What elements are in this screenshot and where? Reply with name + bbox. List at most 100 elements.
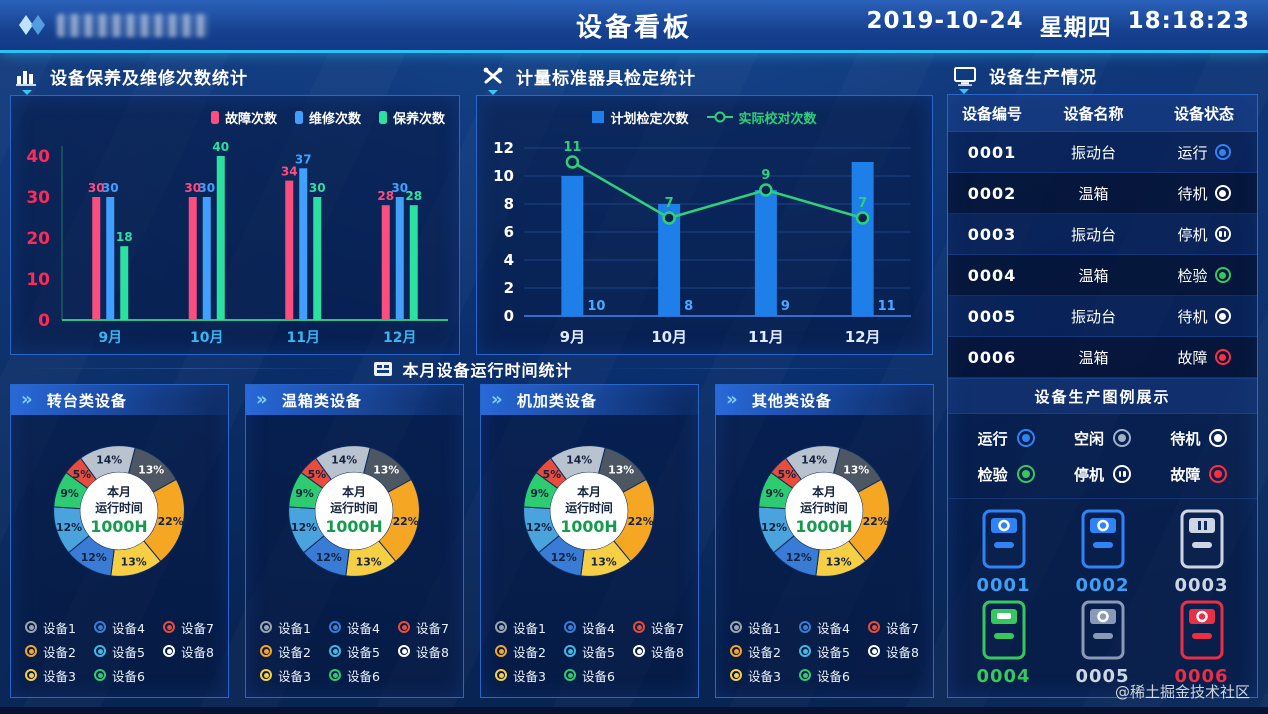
svg-text:9%: 9% <box>530 487 549 500</box>
legend-item[interactable]: 维修次数 <box>294 108 361 127</box>
machine-id: 0004 <box>976 666 1031 687</box>
svg-text:10: 10 <box>587 299 605 314</box>
status-legend-label: 空闲 <box>1073 429 1104 448</box>
legend-item[interactable]: 保养次数 <box>378 108 445 127</box>
svg-text:12%: 12% <box>81 551 107 564</box>
device-legend-label: 设备3 <box>748 668 781 684</box>
maintenance-chart: 0 10 20 30 40 9月 30 30 18 10月 30 30 40 11月 34 37 30 12月 28… <box>11 132 459 354</box>
equipment-status: 停机 <box>1151 224 1257 245</box>
device-legend-item[interactable]: 设备5 <box>564 639 615 663</box>
device-legend-item[interactable]: 设备1 <box>730 615 781 639</box>
device-legend-item[interactable]: 设备7 <box>633 615 684 639</box>
device-legend-item[interactable]: 设备7 <box>163 615 214 639</box>
device-color-dot <box>730 645 742 657</box>
svg-text:本月: 本月 <box>812 485 836 499</box>
svg-text:运行时间: 运行时间 <box>800 501 848 515</box>
status-icon-idle <box>1113 429 1131 447</box>
device-legend-item[interactable]: 设备4 <box>329 615 380 639</box>
device-color-dot <box>94 621 107 633</box>
device-legend-item[interactable]: 设备4 <box>799 615 850 639</box>
device-color-dot <box>868 645 881 657</box>
svg-text:30: 30 <box>198 181 215 195</box>
device-legend-item[interactable]: 设备4 <box>564 615 615 639</box>
monitor-icon <box>954 66 976 86</box>
svg-text:12: 12 <box>493 139 514 157</box>
device-color-dot <box>495 621 507 633</box>
device-color-dot <box>329 621 342 633</box>
device-legend-item[interactable]: 设备6 <box>564 663 615 687</box>
svg-text:22%: 22% <box>158 515 184 528</box>
machine-cabinet-icon <box>1081 600 1124 660</box>
svg-text:13%: 13% <box>843 463 869 476</box>
svg-text:13%: 13% <box>826 555 852 568</box>
svg-text:22%: 22% <box>863 515 889 528</box>
device-legend-item[interactable]: 设备8 <box>633 639 684 663</box>
device-legend-item[interactable]: 设备3 <box>730 663 781 687</box>
device-legend-item[interactable]: 设备7 <box>868 615 919 639</box>
status-legend-item: 检验 <box>958 458 1054 490</box>
machine-tile[interactable]: 0003 <box>1152 509 1251 596</box>
device-legend-item[interactable]: 设备1 <box>25 615 76 639</box>
title-notch <box>488 90 498 95</box>
equipment-table: 设备编号 设备名称 设备状态 0001 振动台 运行 0002 温箱 待机 0003 振动台 停机 00… <box>948 95 1257 378</box>
machine-tile[interactable]: 0002 <box>1053 509 1152 596</box>
device-legend-item[interactable]: 设备7 <box>398 615 449 639</box>
device-legend-item[interactable]: 设备8 <box>398 639 449 663</box>
machine-tile[interactable]: 0005 <box>1053 600 1152 687</box>
machine-cabinet-icon <box>982 509 1025 569</box>
device-legend-item[interactable]: 设备2 <box>730 639 781 663</box>
device-legend-item[interactable]: 设备3 <box>260 663 311 687</box>
svg-text:0: 0 <box>504 307 514 325</box>
device-color-dot <box>398 645 411 657</box>
device-legend-item[interactable]: 设备1 <box>495 615 546 639</box>
device-legend-item[interactable]: 设备3 <box>495 663 546 687</box>
legend-item[interactable]: 故障次数 <box>210 108 277 127</box>
status-text: 故障 <box>1177 348 1208 367</box>
device-legend-item[interactable]: 设备2 <box>495 639 546 663</box>
device-color-dot <box>25 645 37 657</box>
device-legend-label: 设备6 <box>582 668 615 684</box>
device-color-dot <box>398 621 411 633</box>
device-legend-item[interactable]: 设备5 <box>799 639 850 663</box>
device-legend-label: 设备2 <box>278 644 311 660</box>
svg-text:7: 7 <box>665 196 674 211</box>
device-legend-item[interactable]: 设备5 <box>94 639 145 663</box>
legend-item[interactable]: 计划检定次数 <box>592 108 689 127</box>
machine-tile[interactable]: 0001 <box>954 509 1053 596</box>
device-legend-label: 设备6 <box>817 668 850 684</box>
svg-text:4: 4 <box>504 251 514 269</box>
device-legend-item[interactable]: 设备3 <box>25 663 76 687</box>
section-title-text: 设备保养及维修次数统计 <box>50 68 248 89</box>
svg-text:11月: 11月 <box>287 330 320 346</box>
machine-cabinet-icon <box>1180 509 1223 569</box>
device-legend-item[interactable]: 设备1 <box>260 615 311 639</box>
maintenance-chart-legend: 故障次数 维修次数 保养次数 <box>11 96 459 132</box>
equipment-status: 待机 <box>1151 306 1257 327</box>
device-color-dot <box>260 669 272 681</box>
device-legend-item[interactable]: 设备2 <box>25 639 76 663</box>
svg-text:13%: 13% <box>591 555 617 568</box>
machine-tile[interactable]: 0004 <box>954 600 1053 687</box>
svg-text:1000H: 1000H <box>795 517 852 536</box>
legend-item[interactable]: 实际校对次数 <box>706 108 817 127</box>
runtime-donut: 14% 13% 22% 13% 12% 12% 9% 5% 本月 运行时间 1000H <box>246 419 463 601</box>
device-legend-item[interactable]: 设备8 <box>868 639 919 663</box>
status-text: 运行 <box>1177 143 1208 162</box>
column-header: 设备编号 <box>961 104 1022 123</box>
status-legend-label: 待机 <box>1170 429 1201 448</box>
device-legend-item[interactable]: 设备5 <box>329 639 380 663</box>
device-legend-item[interactable]: 设备6 <box>329 663 380 687</box>
device-legend-label: 设备3 <box>278 668 311 684</box>
device-legend-item[interactable]: 设备8 <box>163 639 214 663</box>
svg-text:8: 8 <box>684 299 693 314</box>
device-legend-item[interactable]: 设备4 <box>94 615 145 639</box>
device-legend-item[interactable]: 设备6 <box>94 663 145 687</box>
header: 设备看板 2019-10-24 星期四 18:18:23 <box>0 0 1268 53</box>
machine-tile[interactable]: 0006 <box>1152 600 1251 687</box>
equipment-name: 温箱 <box>1078 184 1109 203</box>
device-legend-item[interactable]: 设备2 <box>260 639 311 663</box>
svg-text:28: 28 <box>405 189 422 203</box>
device-legend-item[interactable]: 设备6 <box>799 663 850 687</box>
